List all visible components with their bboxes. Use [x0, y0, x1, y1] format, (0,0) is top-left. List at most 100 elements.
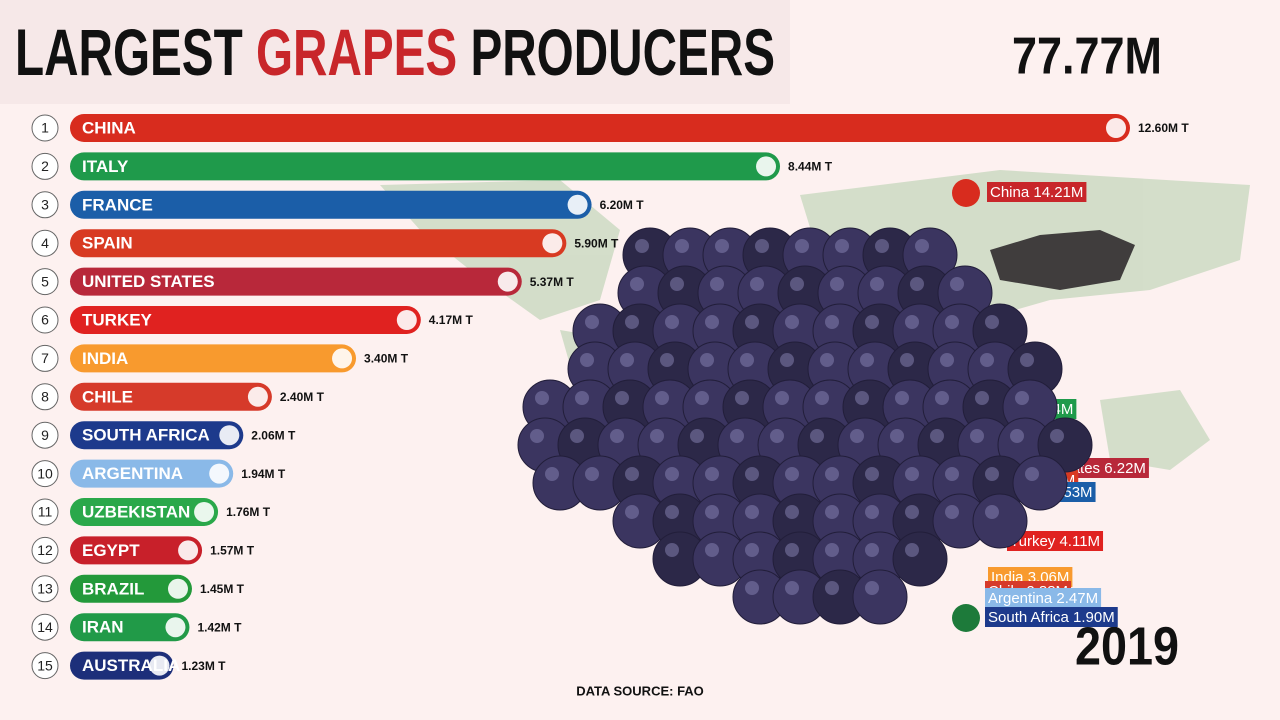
grape-highlight: [625, 505, 639, 519]
grape-highlight: [630, 277, 644, 291]
rank-circle: [31, 498, 59, 526]
value-label: 1.23M T: [181, 659, 226, 673]
bar: [70, 114, 1130, 142]
bar-label: EGYPT: [82, 541, 140, 560]
grape-highlight: [865, 543, 879, 557]
value-label: 5.37M T: [530, 275, 575, 289]
grape-highlight: [940, 353, 954, 367]
flag-icon: [247, 386, 268, 407]
value-label: 1.94M T: [241, 467, 286, 481]
bar: [70, 229, 567, 258]
rank: 1: [41, 120, 49, 136]
bar-label: ARGENTINA: [82, 464, 183, 483]
rank: 5: [41, 273, 49, 289]
grape-highlight: [785, 315, 799, 329]
chart-title: LARGEST GRAPES PRODUCERS: [15, 15, 775, 89]
flag-icon: [1106, 118, 1126, 138]
grape-highlight: [775, 391, 789, 405]
grape-highlight: [825, 467, 839, 481]
grape-highlight: [625, 467, 639, 481]
grape-highlight: [655, 391, 669, 405]
grape-highlight: [530, 429, 544, 443]
annotation-box: [985, 588, 1102, 608]
grape-highlight: [855, 391, 869, 405]
grape-highlight: [825, 315, 839, 329]
flag-icon: [952, 604, 980, 632]
grape-highlight: [735, 391, 749, 405]
flag-icon: [149, 655, 170, 676]
bar: [70, 536, 203, 565]
grape-highlight: [820, 353, 834, 367]
rank-circle: [31, 152, 59, 180]
annotation-text: Argentina 2.47M: [988, 590, 1098, 607]
grape-highlight: [690, 429, 704, 443]
grape-highlight: [785, 467, 799, 481]
value-label: 2.06M T: [251, 428, 296, 442]
grape-highlight: [710, 277, 724, 291]
grape-highlight: [935, 391, 949, 405]
grape-highlight: [1015, 391, 1029, 405]
grape-highlight: [665, 467, 679, 481]
grape-highlight: [950, 277, 964, 291]
bar-label: UNITED STATES: [82, 272, 215, 291]
grape: [852, 569, 908, 625]
rank-circle: [31, 229, 59, 257]
title-prefix: LARGEST: [15, 15, 243, 89]
value-label: 6.20M T: [600, 198, 645, 212]
grape-highlight: [705, 505, 719, 519]
rank: 12: [37, 542, 53, 558]
bar: [70, 613, 190, 642]
grape-highlight: [660, 353, 674, 367]
grape-highlight: [980, 353, 994, 367]
grape-highlight: [745, 543, 759, 557]
flag-icon: [497, 271, 518, 292]
grape-highlight: [985, 505, 999, 519]
rank: 15: [37, 657, 53, 673]
bar-label: CHINA: [82, 118, 136, 137]
bar: [70, 190, 592, 219]
grape-highlight: [545, 467, 559, 481]
grape-highlight: [985, 315, 999, 329]
grape-highlight: [930, 429, 944, 443]
value-label: 4.17M T: [429, 313, 474, 327]
bar: [70, 344, 357, 373]
value-label: 1.45M T: [200, 582, 245, 596]
value-label: 1.42M T: [197, 620, 242, 634]
grape-highlight: [750, 277, 764, 291]
grape-highlight: [585, 315, 599, 329]
grape-highlight: [870, 277, 884, 291]
grape-highlight: [850, 429, 864, 443]
flag-icon: [542, 233, 563, 254]
bar: [70, 421, 244, 450]
annotation-box: [987, 182, 1087, 202]
grape-highlight: [715, 239, 729, 253]
rank-circle: [31, 268, 59, 296]
rank-circle: [31, 460, 59, 488]
bar: [70, 459, 234, 488]
flag-icon: [952, 179, 980, 207]
grape-highlight: [825, 581, 839, 595]
bar: [70, 651, 174, 680]
grape-highlight: [810, 429, 824, 443]
grape-highlight: [755, 239, 769, 253]
total: 77.77M: [1012, 28, 1162, 86]
grape-highlight: [665, 543, 679, 557]
annotation-text: China 14.21M: [990, 184, 1083, 201]
rank-circle: [31, 613, 59, 641]
flag-icon: [209, 463, 230, 484]
grape-highlight: [535, 391, 549, 405]
grape-highlight: [730, 429, 744, 443]
grape-highlight: [945, 467, 959, 481]
grape-highlight: [890, 429, 904, 443]
grape-highlight: [585, 467, 599, 481]
bar-label: SOUTH AFRICA: [82, 426, 210, 445]
source: DATA SOURCE: FAO: [576, 683, 704, 698]
flag-icon: [396, 310, 417, 330]
grape-highlight: [970, 429, 984, 443]
rank-circle: [31, 575, 59, 603]
rank-circle: [31, 306, 59, 334]
rank: 4: [41, 235, 49, 251]
grape-highlight: [745, 467, 759, 481]
rank: 3: [41, 197, 49, 213]
